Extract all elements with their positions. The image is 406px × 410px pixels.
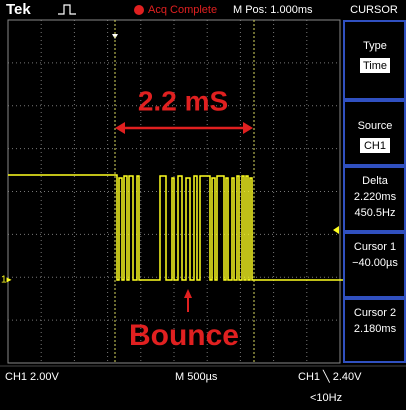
frequency: <10Hz bbox=[310, 392, 342, 404]
channel-scale: CH1 2.00V bbox=[5, 371, 59, 383]
side-menu: Type Time Source CH1 Delta 2.220ms 450.5Hz Curs… bbox=[344, 21, 405, 362]
menu-line: 2.180ms bbox=[354, 323, 397, 335]
menu-value: CH1 bbox=[364, 140, 386, 152]
menu-box bbox=[344, 101, 405, 165]
bounce-annotation: Bounce bbox=[129, 319, 239, 352]
menu-value: Time bbox=[363, 60, 387, 72]
menu-label: Delta bbox=[362, 175, 389, 187]
menu-title: CURSOR bbox=[350, 4, 398, 16]
brand: Tek bbox=[6, 1, 31, 18]
trigger-setting: CH1 ╲ 2.40V bbox=[298, 369, 362, 383]
menu-line: 2.220ms bbox=[354, 191, 397, 203]
timebase: M 500µs bbox=[175, 371, 218, 383]
position: M Pos: 1.000ms bbox=[233, 4, 313, 16]
acq-indicator bbox=[134, 5, 144, 15]
interval-annotation: 2.2 mS bbox=[138, 85, 228, 116]
menu-label: Type bbox=[363, 40, 387, 52]
menu-line: 450.5Hz bbox=[355, 207, 396, 219]
oscilloscope-screen: Tek Acq Complete M Pos: 1.000ms 1▸ 2.2 m… bbox=[0, 0, 406, 410]
menu-label: Source bbox=[358, 120, 393, 132]
menu-line: −40.00µs bbox=[352, 257, 398, 269]
channel-marker: 1▸ bbox=[1, 275, 12, 286]
menu-label: Cursor 1 bbox=[354, 241, 396, 253]
menu-label: Cursor 2 bbox=[354, 307, 396, 319]
status: Acq Complete bbox=[148, 4, 217, 16]
